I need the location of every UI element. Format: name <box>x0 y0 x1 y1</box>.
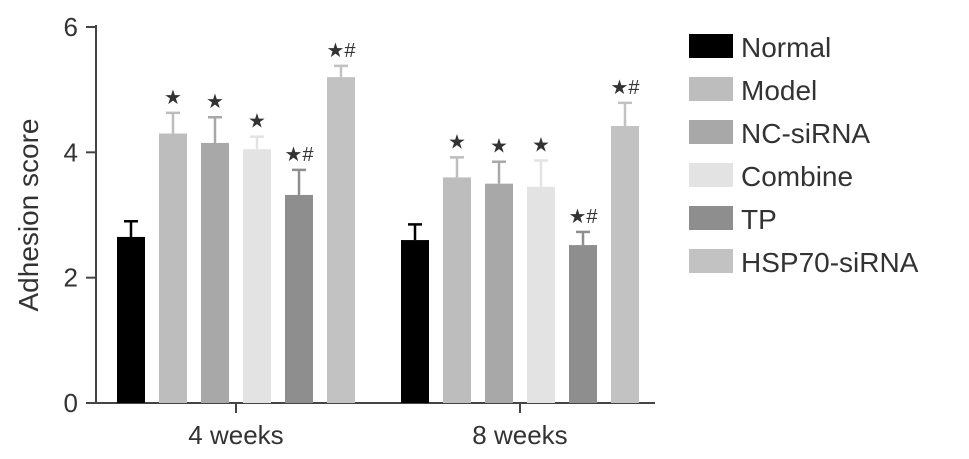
bar <box>485 183 513 403</box>
significance-mark: ★# <box>284 144 314 166</box>
significance-mark: ★ <box>164 87 182 109</box>
bar <box>401 240 429 403</box>
y-tick-label: 0 <box>64 388 78 418</box>
legend-label: TP <box>741 204 777 235</box>
legend-label: HSP70-siRNA <box>741 247 919 278</box>
legend-swatch <box>689 249 733 273</box>
bar <box>327 77 355 403</box>
y-tick-label: 4 <box>64 137 78 167</box>
significance-mark: ★ <box>248 111 266 133</box>
y-tick-label: 2 <box>64 263 78 293</box>
bar <box>285 194 313 403</box>
bar <box>159 133 187 404</box>
legend-swatch <box>689 163 733 187</box>
significance-mark: ★# <box>610 77 640 99</box>
bar <box>569 245 597 403</box>
significance-mark: ★ <box>448 131 466 153</box>
bar <box>443 177 471 403</box>
bar <box>611 126 639 403</box>
bar <box>117 236 145 403</box>
chart-bars: ★ ★ ★ ★# ★# ★ ★ ★ ★# ★# <box>117 40 640 404</box>
legend-swatch <box>689 77 733 101</box>
bar <box>243 149 271 403</box>
legend-label: Model <box>741 75 817 106</box>
legend-label: Combine <box>741 161 853 192</box>
legend-swatch <box>689 34 733 58</box>
significance-mark: ★# <box>568 206 598 228</box>
significance-mark: ★ <box>490 136 508 158</box>
y-axis-label: Adhesion score <box>13 118 44 311</box>
bar <box>201 142 229 403</box>
bar <box>527 186 555 403</box>
significance-mark: ★ <box>206 91 224 113</box>
legend-swatch <box>689 206 733 230</box>
legend-label: NC-siRNA <box>741 118 870 149</box>
legend-swatch <box>689 120 733 144</box>
chart-legend: Normal Model NC-siRNA Combine TP HSP70-siRNA <box>689 32 919 278</box>
chart-axes: 0 2 4 6 4 weeks 8 weeks <box>64 12 655 450</box>
x-tick-label: 4 weeks <box>188 420 283 450</box>
significance-mark: ★ <box>532 134 550 156</box>
y-tick-label: 6 <box>64 12 78 42</box>
x-tick-label: 8 weeks <box>472 420 567 450</box>
legend-label: Normal <box>741 32 831 63</box>
significance-mark: ★# <box>326 40 356 62</box>
